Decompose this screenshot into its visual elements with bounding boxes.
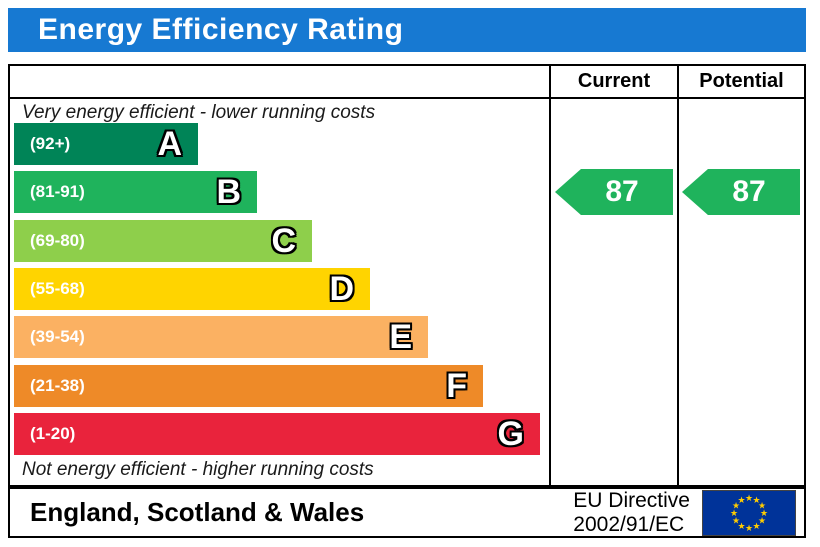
eu-star-icon: ★: [760, 508, 768, 518]
eu-star-icon: ★: [758, 500, 766, 510]
column-divider-current: [549, 66, 551, 485]
band-row-B: (81-91) B: [14, 171, 257, 213]
header-underline: [10, 97, 804, 99]
title-bar: Energy Efficiency Rating: [8, 8, 806, 52]
caption-efficient: Very energy efficient - lower running co…: [22, 102, 376, 123]
band-letter: G: [497, 415, 524, 453]
band-letter: E: [389, 318, 412, 356]
band-row-D: (55-68) D: [14, 268, 370, 310]
eu-star-icon: ★: [752, 521, 760, 531]
band-range-label: (39-54): [30, 327, 85, 346]
current-rating-arrow: 87: [555, 169, 673, 215]
eu-star-icon: ★: [745, 493, 753, 503]
band-range-label: (55-68): [30, 279, 85, 298]
band-letter: B: [216, 173, 241, 211]
current-column-header: Current: [577, 70, 651, 92]
caption-not-efficient: Not energy efficient - higher running co…: [22, 459, 374, 480]
band-row-G: (1-20) G: [14, 413, 540, 455]
band-range-label: (92+): [30, 134, 71, 153]
eu-star-icon: ★: [737, 495, 745, 505]
band-row-E: (39-54) E: [14, 316, 428, 358]
eu-star-icon: ★: [752, 495, 760, 505]
page-title: Energy Efficiency Rating: [38, 13, 404, 46]
band-range-label: (69-80): [30, 231, 85, 250]
potential-rating-arrow: 87: [682, 169, 800, 215]
eu-star-icon: ★: [732, 500, 740, 510]
potential-column-header: Potential: [699, 70, 784, 92]
band-letter: D: [329, 270, 354, 308]
band-letter: F: [446, 367, 467, 405]
eu-star-icon: ★: [758, 515, 766, 525]
band-row-F: (21-38) F: [14, 365, 483, 407]
directive-group: EU Directive 2002/91/EC ★ ★ ★ ★ ★ ★ ★ ★ ★ ★ ★ ★: [573, 489, 796, 536]
band-range-label: (1-20): [30, 424, 76, 443]
eu-flag-icon: ★ ★★★★★★★★★★★: [702, 489, 796, 536]
current-rating-value: 87: [605, 175, 639, 208]
band-letter: A: [157, 125, 182, 163]
eu-star-icon: ★: [745, 523, 753, 533]
potential-rating-value: 87: [732, 175, 766, 208]
eu-star-icon: ★: [732, 515, 740, 525]
rating-chart: Current Potential Very energy efficient …: [8, 64, 806, 487]
eu-star-icon: ★: [730, 508, 738, 518]
band-row-A: (92+) A: [14, 123, 198, 165]
eu-directive-label: EU Directive 2002/91/EC: [573, 488, 690, 536]
region-label: England, Scotland & Wales: [30, 497, 365, 527]
band-range-label: (21-38): [30, 376, 85, 395]
column-divider-potential: [677, 66, 679, 485]
band-letter: C: [271, 222, 296, 260]
band-range-label: (81-91): [30, 182, 85, 201]
eu-star-icon: ★: [737, 521, 745, 531]
band-row-C: (69-80) C: [14, 220, 312, 262]
footer-bar: England, Scotland & Wales EU Directive 2…: [8, 487, 806, 538]
